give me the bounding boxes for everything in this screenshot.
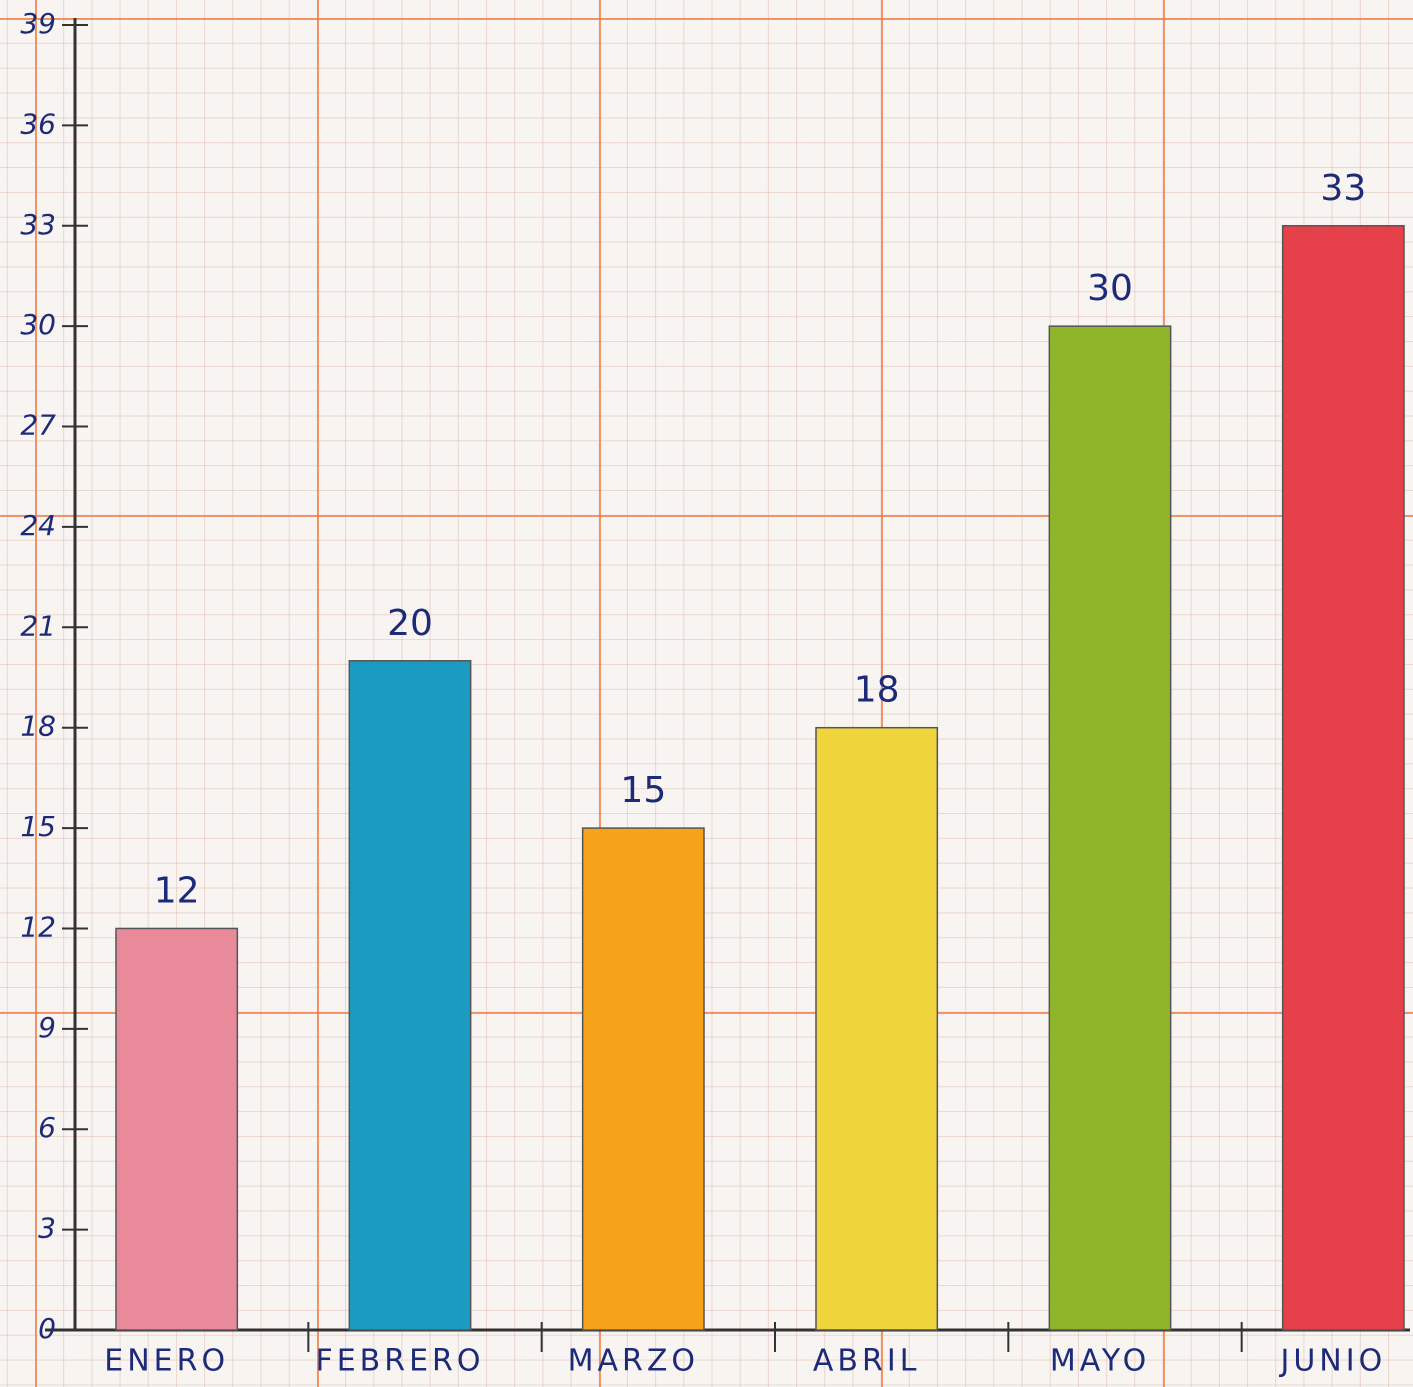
bar xyxy=(115,927,239,1331)
bar xyxy=(581,827,705,1331)
y-tick-label: 0 xyxy=(38,1312,56,1345)
y-tick-label: 12 xyxy=(20,910,56,943)
value-label: 12 xyxy=(154,870,200,911)
x-tick-label: JUNIO xyxy=(1278,1344,1386,1379)
y-tick-label: 6 xyxy=(38,1111,56,1144)
value-label: 18 xyxy=(854,670,900,711)
value-label: 30 xyxy=(1087,268,1133,309)
y-tick-label: 33 xyxy=(20,208,56,241)
x-tick-label: ABRIL xyxy=(813,1344,921,1379)
y-tick-label: 15 xyxy=(20,810,56,843)
bar xyxy=(1281,225,1405,1331)
y-tick-label: 18 xyxy=(20,710,56,743)
x-tick-label: MAYO xyxy=(1050,1344,1150,1379)
y-tick-label: 36 xyxy=(20,107,56,140)
y-tick-label: 30 xyxy=(20,308,56,341)
bar xyxy=(815,726,939,1331)
value-label: 20 xyxy=(387,603,433,644)
y-tick-label: 27 xyxy=(20,409,56,442)
value-label: 15 xyxy=(620,770,666,811)
x-tick-label: MARZO xyxy=(568,1344,699,1379)
bar xyxy=(1048,325,1172,1331)
y-tick-label: 24 xyxy=(20,509,56,542)
value-label: 33 xyxy=(1320,168,1366,209)
y-tick-label: 3 xyxy=(38,1212,56,1245)
y-tick-label: 21 xyxy=(20,609,56,642)
x-tick-label: FEBRERO xyxy=(315,1344,484,1379)
y-tick-label: 9 xyxy=(38,1011,56,1044)
y-tick-label: 39 xyxy=(20,7,56,40)
x-tick-label: ENERO xyxy=(104,1344,229,1379)
bar xyxy=(348,660,472,1331)
